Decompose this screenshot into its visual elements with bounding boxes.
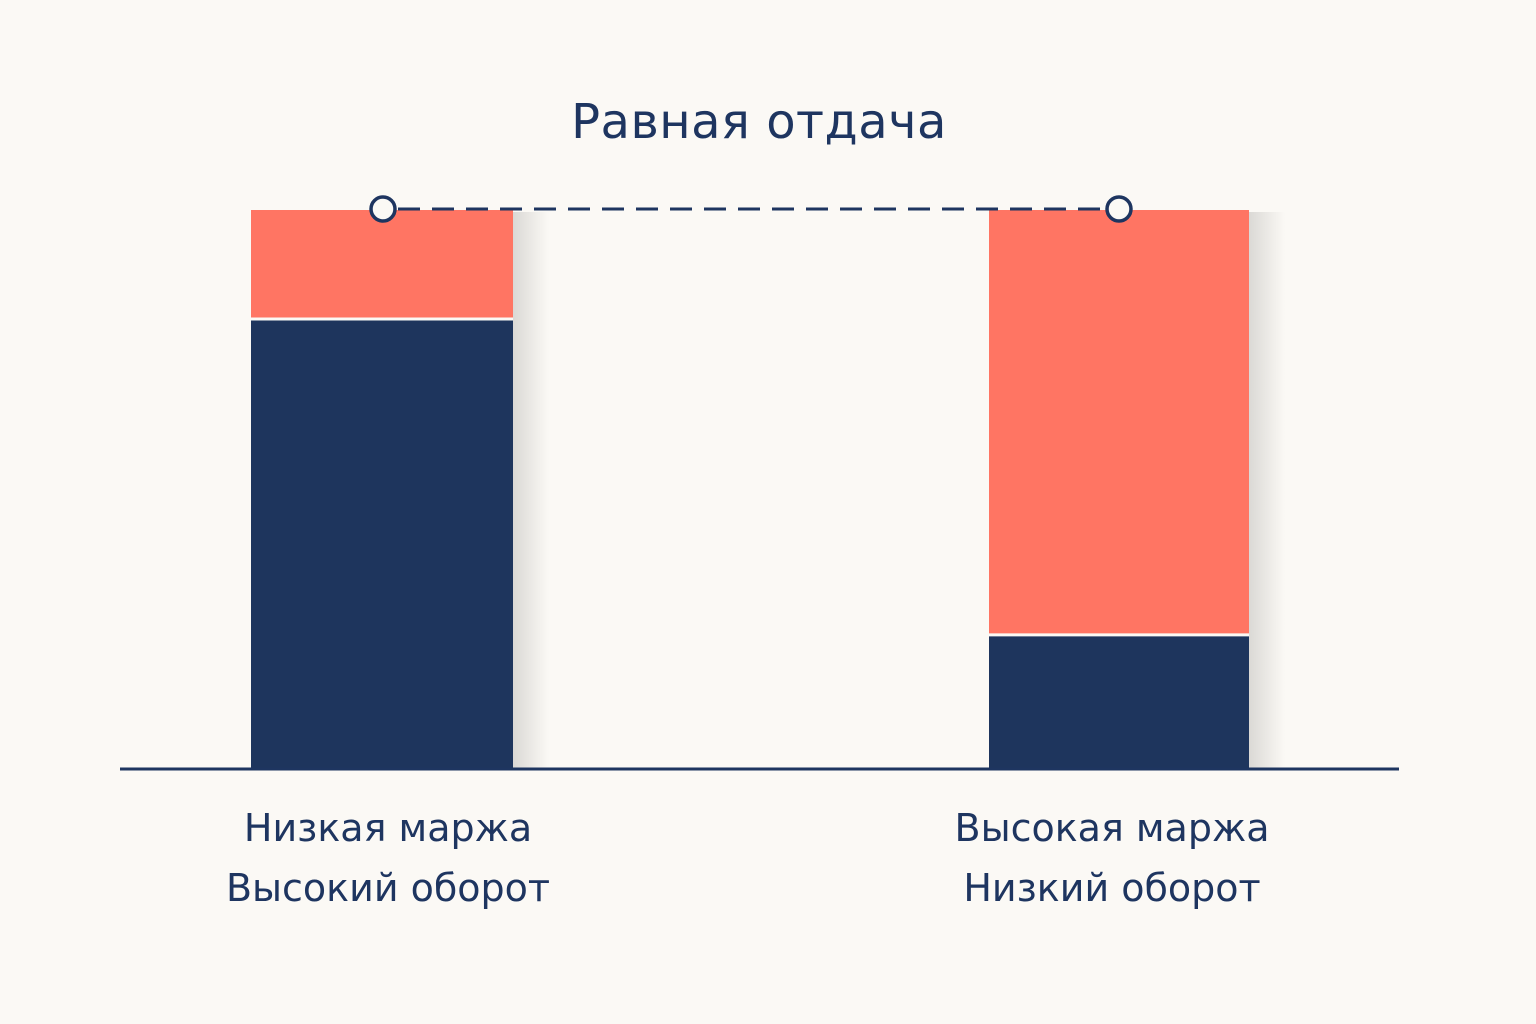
bar-left [251, 210, 549, 769]
left-marker [369, 195, 397, 223]
bar-right-label: Высокая маржа Низкий оборот [902, 798, 1322, 918]
diagram-title: Равная отдача [571, 94, 947, 150]
bar-right [989, 210, 1285, 769]
bar-left-label: Низкая маржа Высокий оборот [178, 798, 598, 918]
bar-right-turnover-segment [989, 634, 1249, 769]
bar-right-label-line2: Низкий оборот [963, 866, 1261, 910]
bar-right-shadow [1249, 212, 1285, 769]
bar-left-label-line2: Высокий оборот [225, 866, 551, 910]
bar-left-turnover-segment [251, 319, 513, 769]
right-marker [1105, 195, 1133, 223]
bar-left-margin-segment [251, 210, 513, 320]
bar-left-label-line1: Низкая маржа [243, 806, 533, 850]
bar-left-shadow [513, 212, 549, 769]
bar-right-margin-segment [989, 210, 1249, 635]
bar-right-label-line1: Высокая маржа [954, 806, 1270, 850]
